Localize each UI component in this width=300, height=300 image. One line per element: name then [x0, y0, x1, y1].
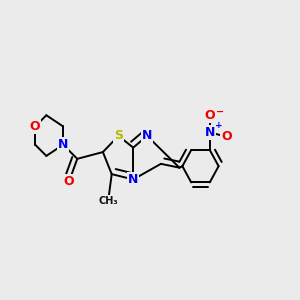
- Text: O: O: [30, 120, 40, 133]
- Text: N: N: [142, 129, 152, 142]
- Text: S: S: [114, 129, 123, 142]
- Text: O: O: [64, 175, 74, 188]
- Text: CH₃: CH₃: [98, 196, 118, 206]
- Text: O: O: [205, 109, 215, 122]
- Text: −: −: [216, 107, 224, 117]
- Text: N: N: [128, 173, 138, 186]
- Text: N: N: [58, 138, 68, 151]
- Text: O: O: [221, 130, 232, 143]
- Text: +: +: [215, 122, 222, 130]
- Text: N: N: [205, 126, 215, 139]
